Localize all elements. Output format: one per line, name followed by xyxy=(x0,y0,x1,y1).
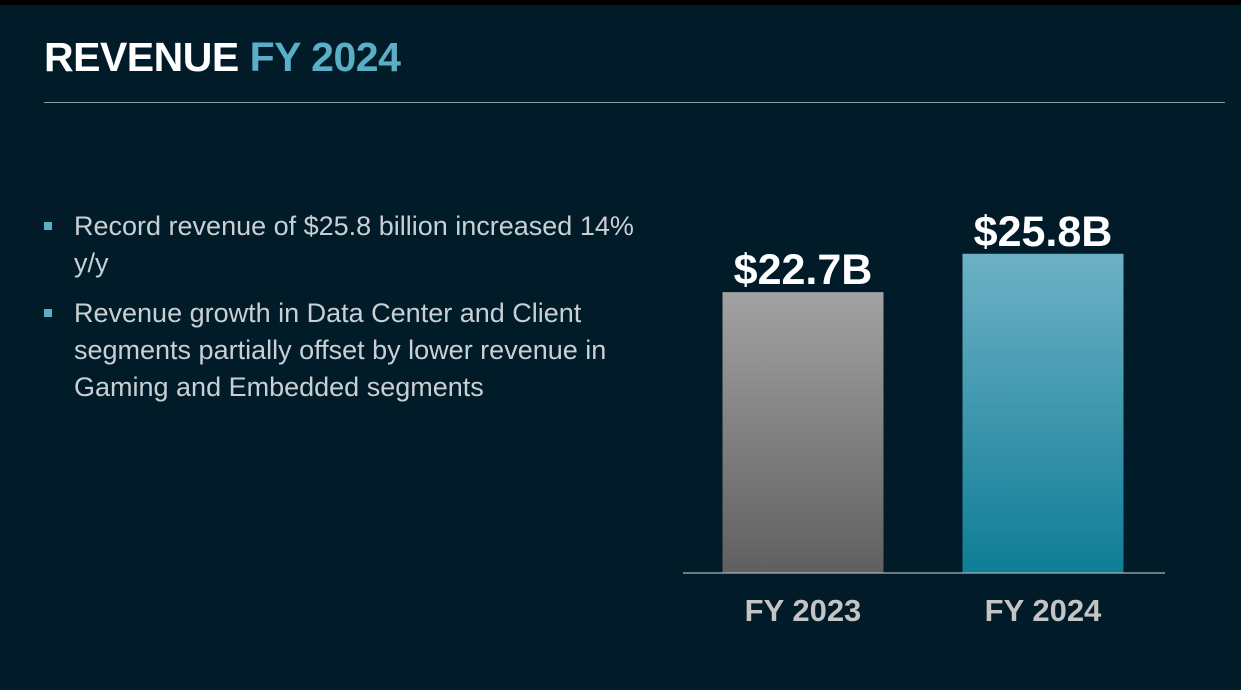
x-tick-label: FY 2023 xyxy=(745,593,862,628)
bullet-text: Record revenue of $25.8 billion increase… xyxy=(74,211,634,278)
x-tick-label: FY 2024 xyxy=(985,593,1102,628)
bullet-text: Revenue growth in Data Center and Client… xyxy=(74,298,607,402)
title-accent: FY 2024 xyxy=(249,34,401,80)
square-bullet-icon xyxy=(44,222,52,230)
bullet-list: Record revenue of $25.8 billion increase… xyxy=(44,208,674,419)
bar-fy-2024 xyxy=(962,253,1124,573)
top-strip xyxy=(0,0,1241,5)
bar-fy-2023 xyxy=(722,292,884,573)
square-bullet-icon xyxy=(44,309,52,317)
title-main: REVENUE xyxy=(44,34,239,80)
bar-value-label: $25.8B xyxy=(974,208,1113,256)
bullet-item: Record revenue of $25.8 billion increase… xyxy=(44,208,674,282)
bar-value-label: $22.7B xyxy=(734,246,873,294)
bullet-item: Revenue growth in Data Center and Client… xyxy=(44,295,674,406)
title-divider xyxy=(44,102,1225,103)
revenue-bar-chart: $22.7B FY 2023 $25.8B FY 2024 xyxy=(683,208,1165,628)
page-title: REVENUE FY 2024 xyxy=(44,34,401,81)
